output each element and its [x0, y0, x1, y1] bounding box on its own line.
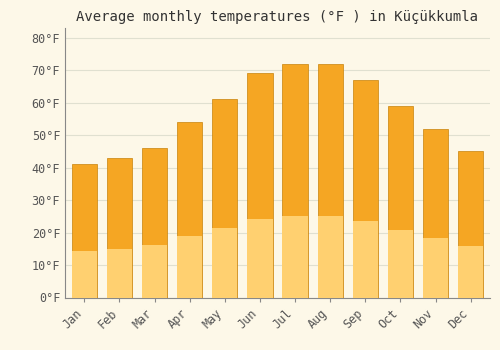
Bar [72, 164, 97, 298]
Bar [458, 246, 483, 298]
Bar [352, 80, 378, 298]
Bar [142, 148, 167, 298]
Bar [352, 221, 378, 298]
Bar [318, 216, 343, 298]
Bar [72, 251, 97, 298]
Bar [388, 106, 413, 298]
Bar [318, 64, 343, 298]
Bar [423, 129, 448, 298]
Bar [212, 228, 238, 298]
Bar [388, 230, 413, 298]
Bar [282, 64, 308, 298]
Bar [248, 74, 272, 298]
Title: Average monthly temperatures (°F ) in Küçükkumla: Average monthly temperatures (°F ) in Kü… [76, 10, 478, 24]
Bar [458, 152, 483, 298]
Bar [107, 158, 132, 298]
Bar [142, 245, 167, 298]
Bar [177, 236, 203, 298]
Bar [177, 122, 203, 298]
Bar [248, 219, 272, 298]
Bar [423, 238, 448, 298]
Bar [107, 248, 132, 298]
Bar [212, 99, 238, 298]
Bar [282, 216, 308, 298]
